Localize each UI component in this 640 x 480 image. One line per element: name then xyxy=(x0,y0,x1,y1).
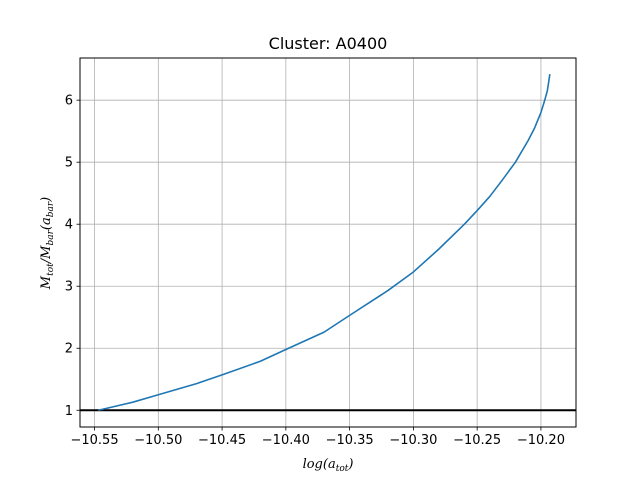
y-tick-label: 3 xyxy=(65,280,73,295)
y-axis-label: Mtot/Mbar(abar) xyxy=(39,197,56,290)
y-tick-label: 6 xyxy=(65,94,73,109)
y-axis-label-p2: /M xyxy=(39,245,54,265)
y-axis-label-p1: M xyxy=(39,275,54,290)
x-tick-label: −10.30 xyxy=(389,433,437,448)
y-axis-label-s1: tot xyxy=(46,263,56,276)
x-axis-label-base: log(a xyxy=(303,457,336,472)
y-axis-label-s2: bar xyxy=(46,229,56,245)
x-axis-label: log(atot) xyxy=(303,457,354,474)
series-line xyxy=(98,74,551,412)
plot-series xyxy=(80,74,576,412)
y-axis-label-s3: bar xyxy=(46,201,56,217)
y-tick-label: 4 xyxy=(65,218,73,233)
y-axis-label-p3: (a xyxy=(39,217,54,230)
x-tick-label: −10.45 xyxy=(198,433,246,448)
x-tick-label: −10.55 xyxy=(70,433,118,448)
x-axis-label-sub: tot xyxy=(336,464,349,474)
y-tick-label: 1 xyxy=(65,404,73,419)
x-tick-label: −10.35 xyxy=(326,433,374,448)
x-tick-label: −10.20 xyxy=(517,433,565,448)
x-tick-label: −10.25 xyxy=(453,433,501,448)
axis-ticks: −10.55 −10.50 −10.45 −10.40 −10.35 −10.30 −10.… xyxy=(65,94,565,448)
y-tick-label: 5 xyxy=(65,156,73,171)
y-axis-label-p4: ) xyxy=(39,197,54,203)
x-axis-label-tail: ) xyxy=(347,457,353,472)
chart-title: Cluster: A0400 xyxy=(269,34,388,53)
plot-frame xyxy=(79,57,577,428)
x-tick-label: −10.50 xyxy=(134,433,182,448)
y-tick-label: 2 xyxy=(65,342,73,357)
grid-lines xyxy=(80,58,576,427)
x-tick-label: −10.40 xyxy=(262,433,310,448)
